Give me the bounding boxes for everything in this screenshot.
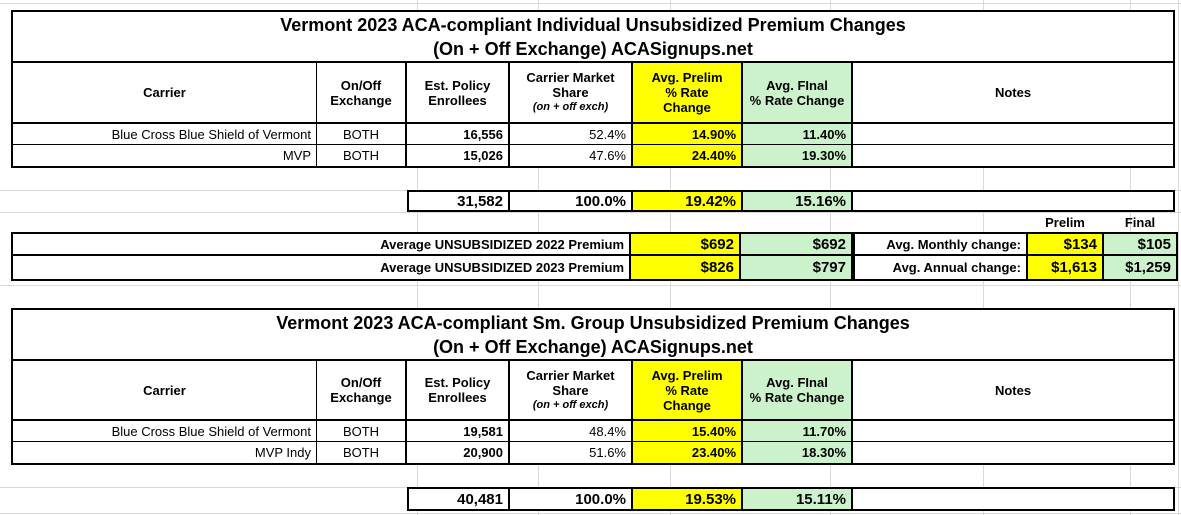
annual-change-final: $1,259 xyxy=(1104,256,1176,279)
final-rate-cell: 11.70% xyxy=(743,421,853,442)
exchange-cell: BOTH xyxy=(317,421,407,442)
total-notes-cell xyxy=(853,489,1173,509)
monthly-change-label: Avg. Monthly change: xyxy=(855,234,1028,256)
individual-table: Vermont 2023 ACA-compliant Individual Un… xyxy=(11,10,1175,168)
table-title: Vermont 2023 ACA-compliant Sm. Group Uns… xyxy=(13,310,1173,361)
total-share-cell: 100.0% xyxy=(510,192,633,210)
premium-2023-final: $797 xyxy=(741,256,851,279)
final-rate-cell: 19.30% xyxy=(743,145,853,166)
column-header-market-share: Carrier Market Share (on + off exch) xyxy=(510,361,633,421)
column-header-prelim-rate: Avg. Prelim% Rate Change xyxy=(633,63,743,124)
enrollees-cell: 19,581 xyxy=(407,421,510,442)
column-header-prelim-rate: Avg. Prelim% Rate Change xyxy=(633,361,743,421)
prelim-rate-cell: 15.40% xyxy=(633,421,743,442)
notes-cell xyxy=(853,442,1173,463)
total-enrollees-cell: 40,481 xyxy=(409,489,510,509)
column-header-final-rate: Avg. FInal% Rate Change xyxy=(743,361,853,421)
premium-2022-label: Average UNSUBSIDIZED 2022 Premium xyxy=(13,234,631,256)
column-header-enrollees: Est. Policy Enrollees xyxy=(407,361,510,421)
premium-2023-label: Average UNSUBSIDIZED 2023 Premium xyxy=(13,256,631,279)
gridline-horizontal xyxy=(0,212,1181,213)
prelim-caption: Prelim xyxy=(1045,214,1085,230)
table-title-line1: Vermont 2023 ACA-compliant Sm. Group Uns… xyxy=(276,312,910,333)
final-rate-cell: 11.40% xyxy=(743,124,853,145)
exchange-cell: BOTH xyxy=(317,442,407,463)
carrier-cell: MVP xyxy=(13,145,317,166)
notes-cell xyxy=(853,124,1173,145)
table-title-line2: (On + Off Exchange) ACASignups.net xyxy=(433,336,753,357)
carrier-cell: MVP Indy xyxy=(13,442,317,463)
column-header-market-share-sub: (on + off exch) xyxy=(532,101,609,113)
total-notes-cell xyxy=(853,192,1173,210)
table-title-line2: (On + Off Exchange) ACASignups.net xyxy=(433,38,753,59)
enrollees-cell: 16,556 xyxy=(407,124,510,145)
annual-change-label: Avg. Annual change: xyxy=(855,256,1028,279)
final-caption: Final xyxy=(1124,214,1156,230)
premium-2023-prelim: $826 xyxy=(631,256,741,279)
enrollees-cell: 20,900 xyxy=(407,442,510,463)
total-enrollees-cell: 31,582 xyxy=(409,192,510,210)
prelim-rate-cell: 23.40% xyxy=(633,442,743,463)
table-title: Vermont 2023 ACA-compliant Individual Un… xyxy=(13,12,1173,63)
column-header-carrier: Carrier xyxy=(13,63,317,124)
column-header-market-share: Carrier Market Share (on + off exch) xyxy=(510,63,633,124)
notes-cell xyxy=(853,145,1173,166)
annual-change-prelim: $1,613 xyxy=(1028,256,1104,279)
smgroup-table: Vermont 2023 ACA-compliant Sm. Group Uns… xyxy=(11,308,1175,465)
avg-change-block: Avg. Monthly change: $134 $105 Avg. Annu… xyxy=(853,232,1178,281)
market-share-cell: 52.4% xyxy=(510,124,633,145)
column-header-enrollees: Est. Policy Enrollees xyxy=(407,63,510,124)
premium-2022-final: $692 xyxy=(741,234,851,256)
exchange-cell: BOTH xyxy=(317,145,407,166)
monthly-change-prelim: $134 xyxy=(1028,234,1104,256)
column-header-final-rate: Avg. FInal% Rate Change xyxy=(743,63,853,124)
individual-totals-row: 31,582 100.0% 19.42% 15.16% xyxy=(407,190,1175,212)
market-share-cell: 48.4% xyxy=(510,421,633,442)
column-header-notes: Notes xyxy=(853,63,1173,124)
premium-2022-prelim: $692 xyxy=(631,234,741,256)
prelim-rate-cell: 24.40% xyxy=(633,145,743,166)
market-share-cell: 51.6% xyxy=(510,442,633,463)
column-header-notes: Notes xyxy=(853,361,1173,421)
total-prelim-rate-cell: 19.53% xyxy=(633,489,743,509)
table-title-line1: Vermont 2023 ACA-compliant Individual Un… xyxy=(280,14,906,35)
column-header-exchange: On/Off Exchange xyxy=(317,63,407,124)
gridline-vertical xyxy=(1178,0,1179,515)
exchange-cell: BOTH xyxy=(317,124,407,145)
prelim-rate-cell: 14.90% xyxy=(633,124,743,145)
monthly-change-final: $105 xyxy=(1104,234,1176,256)
column-header-exchange: On/Off Exchange xyxy=(317,361,407,421)
carrier-cell: Blue Cross Blue Shield of Vermont xyxy=(13,124,317,145)
gridline-horizontal xyxy=(0,3,1181,4)
premium-summary-block: Average UNSUBSIDIZED 2022 Premium $692 $… xyxy=(11,232,853,281)
carrier-cell: Blue Cross Blue Shield of Vermont xyxy=(13,421,317,442)
market-share-cell: 47.6% xyxy=(510,145,633,166)
total-prelim-rate-cell: 19.42% xyxy=(633,192,743,210)
gridline-horizontal xyxy=(0,285,1181,286)
enrollees-cell: 15,026 xyxy=(407,145,510,166)
final-rate-cell: 18.30% xyxy=(743,442,853,463)
column-header-market-share-sub: (on + off exch) xyxy=(532,398,609,411)
total-final-rate-cell: 15.16% xyxy=(743,192,853,210)
gridline-horizontal xyxy=(0,513,1181,514)
smgroup-totals-row: 40,481 100.0% 19.53% 15.11% xyxy=(407,487,1175,511)
notes-cell xyxy=(853,421,1173,442)
column-header-carrier: Carrier xyxy=(13,361,317,421)
total-final-rate-cell: 15.11% xyxy=(743,489,853,509)
total-share-cell: 100.0% xyxy=(510,489,633,509)
